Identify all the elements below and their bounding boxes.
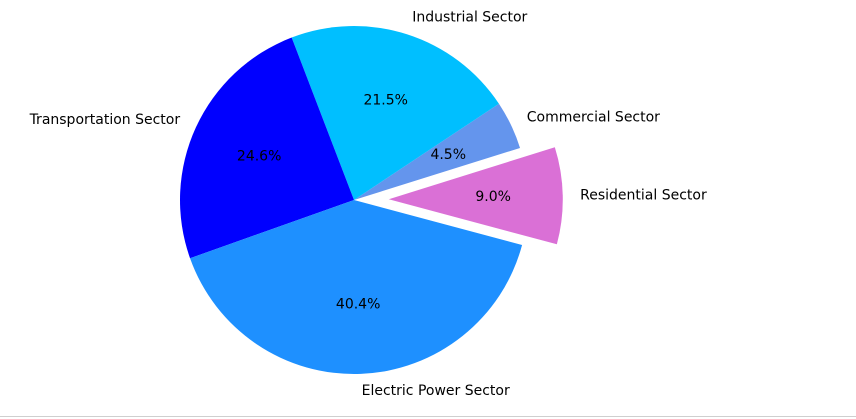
- slice-transportation-sector: [180, 37, 354, 259]
- pct-label-residential-sector: 9.0%: [475, 189, 511, 205]
- pct-label-transportation-sector: 24.6%: [237, 148, 281, 164]
- bottom-divider: [0, 416, 856, 417]
- slice-commercial-sector: [354, 103, 521, 200]
- slice-electric-power-sector: [190, 200, 523, 375]
- category-label-industrial-sector: Industrial Sector: [412, 10, 527, 26]
- pie-labels: 9.0% Residential Sector 4.5% Commercial Sec…: [29, 10, 707, 400]
- category-label-transportation-sector: Transportation Sector: [29, 112, 181, 128]
- pct-label-industrial-sector: 21.5%: [363, 93, 407, 109]
- slice-industrial-sector: [291, 25, 499, 200]
- slice-residential-sector: [388, 147, 563, 245]
- pct-label-electric-power-sector: 40.4%: [336, 296, 380, 312]
- category-label-electric-power-sector: Electric Power Sector: [362, 383, 510, 399]
- category-label-residential-sector: Residential Sector: [580, 187, 707, 203]
- pie-slices: [180, 25, 563, 375]
- category-label-commercial-sector: Commercial Sector: [527, 110, 660, 126]
- pct-label-commercial-sector: 4.5%: [430, 147, 466, 163]
